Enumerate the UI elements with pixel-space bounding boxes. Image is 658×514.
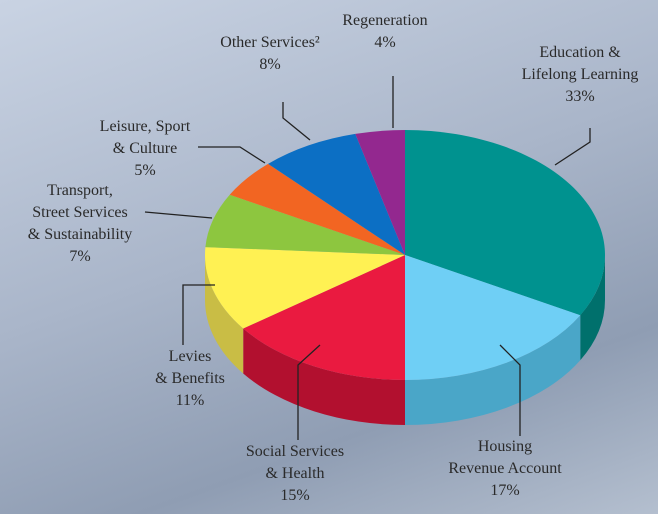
category-label: Leisure, Sport & Culture [55,116,235,160]
category-label: Levies & Benefits [100,346,280,390]
value-label: 33% [490,86,658,108]
category-label: Housing Revenue Account [415,436,595,480]
value-label: 7% [0,246,170,268]
value-label: 8% [180,54,360,76]
category-label: Education & Lifelong Learning [490,42,658,86]
value-label: 11% [100,390,280,412]
value-label: 17% [415,480,595,502]
value-label: 4% [295,32,475,54]
leader-line [283,102,310,140]
value-label: 15% [205,485,385,507]
category-label: Transport, Street Services & Sustainabil… [0,180,170,246]
value-label: 5% [55,160,235,182]
chart: Education & Lifelong Learning33% Housing … [0,0,658,514]
category-label: Social Services & Health [205,441,385,485]
leader-line [555,128,590,165]
category-label: Regeneration [295,10,475,32]
slice-label: Transport, Street Services & Sustainabil… [0,180,170,268]
